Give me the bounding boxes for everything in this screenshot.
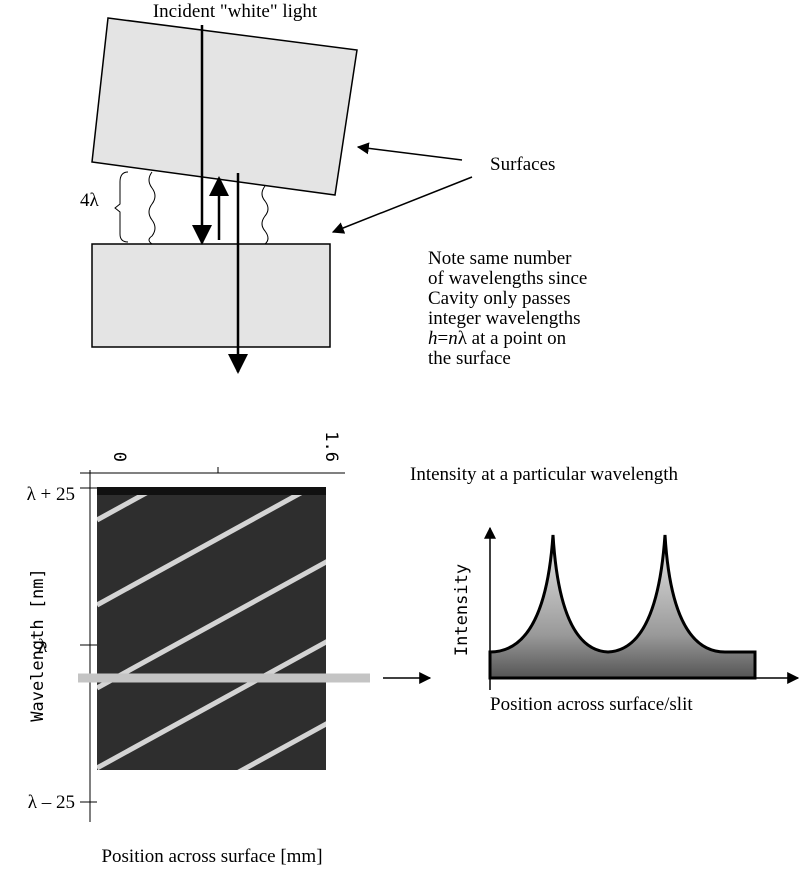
y-tick-label: λ – 25 xyxy=(28,792,75,813)
arrow xyxy=(331,176,473,234)
lower-surface xyxy=(91,243,331,348)
incident-label: Incident "white" light xyxy=(153,1,318,22)
wave xyxy=(148,171,156,245)
spectrum-image xyxy=(97,487,326,770)
formula-part: n xyxy=(448,328,458,349)
x-axis-label: Position across surface/slit xyxy=(490,694,693,715)
image-edge xyxy=(97,487,326,495)
upper-surface xyxy=(91,17,358,196)
y-axis-label: Intensity xyxy=(452,564,472,656)
arrow xyxy=(356,142,463,161)
x-tick-label: 0 xyxy=(109,452,129,462)
note-formula: h=nλ at a point on xyxy=(428,328,567,349)
note-line: Cavity only passes xyxy=(428,288,571,309)
x-axis-label: Position across surface [mm] xyxy=(101,846,322,867)
y-tick-label: λ xyxy=(38,636,48,657)
note-line: integer wavelengths xyxy=(428,308,580,329)
note-line: the surface xyxy=(428,348,511,369)
profile-title: Intensity at a particular wavelength xyxy=(410,464,679,485)
surfaces-label: Surfaces xyxy=(490,154,555,175)
formula-part: h xyxy=(428,328,438,349)
gap-label: 4λ xyxy=(80,190,100,211)
wave xyxy=(261,185,269,245)
note-line: Note same number xyxy=(428,248,572,269)
note-line: of wavelengths since xyxy=(428,268,587,289)
formula-part: = xyxy=(438,328,449,349)
x-tick-label: 1.6 xyxy=(321,431,341,462)
formula-part: λ at a point on xyxy=(458,328,567,349)
intensity-profile xyxy=(488,534,757,680)
y-axis-label: Wavelength [nm] xyxy=(28,568,48,722)
y-tick-label: λ + 25 xyxy=(27,484,75,505)
brace xyxy=(114,171,129,243)
